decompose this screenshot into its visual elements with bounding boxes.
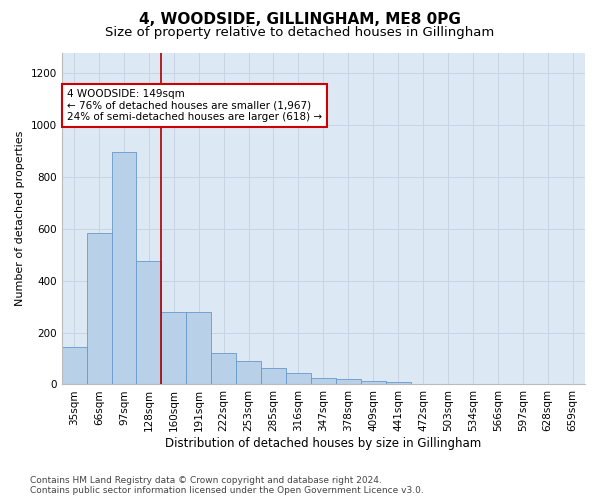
Bar [211, 354, 236, 384]
Bar [236, 361, 261, 384]
Bar [62, 347, 86, 385]
Bar [161, 312, 186, 384]
Y-axis label: Number of detached properties: Number of detached properties [15, 131, 25, 306]
Text: 4, WOODSIDE, GILLINGHAM, ME8 0PG: 4, WOODSIDE, GILLINGHAM, ME8 0PG [139, 12, 461, 28]
Bar [336, 380, 361, 384]
Bar [361, 380, 386, 384]
Bar [112, 152, 136, 384]
Text: Contains HM Land Registry data © Crown copyright and database right 2024.
Contai: Contains HM Land Registry data © Crown c… [30, 476, 424, 495]
Text: Size of property relative to detached houses in Gillingham: Size of property relative to detached ho… [106, 26, 494, 39]
Bar [286, 373, 311, 384]
Bar [261, 368, 286, 384]
Bar [311, 378, 336, 384]
Bar [186, 312, 211, 384]
Text: 4 WOODSIDE: 149sqm
← 76% of detached houses are smaller (1,967)
24% of semi-deta: 4 WOODSIDE: 149sqm ← 76% of detached hou… [67, 89, 322, 122]
X-axis label: Distribution of detached houses by size in Gillingham: Distribution of detached houses by size … [165, 437, 481, 450]
Bar [86, 232, 112, 384]
Bar [136, 262, 161, 384]
Bar [386, 382, 410, 384]
